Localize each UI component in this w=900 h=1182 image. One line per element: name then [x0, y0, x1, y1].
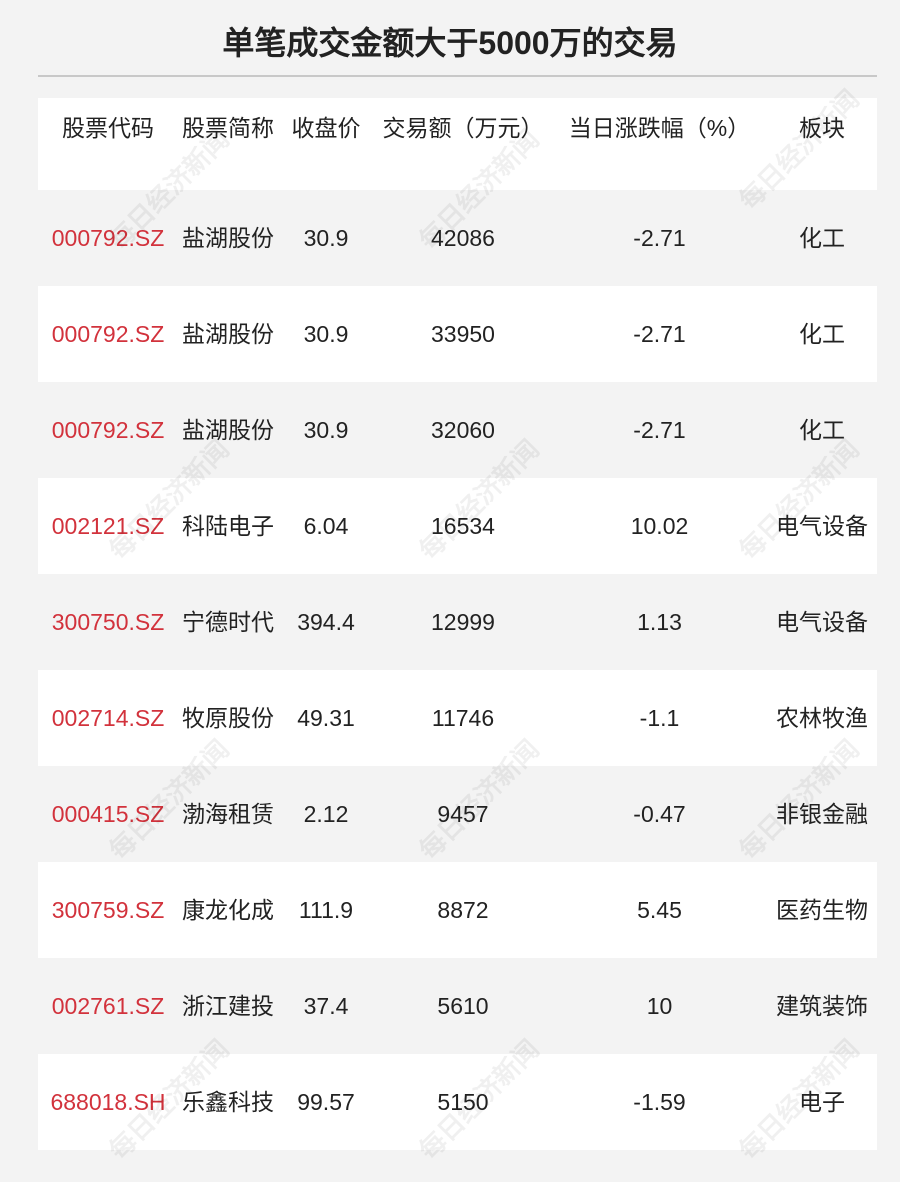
- table-row: 000792.SZ 盐湖股份 30.9 32060 -2.71 化工: [38, 382, 877, 478]
- table-cell: 1.13: [637, 608, 682, 635]
- table-cell: 2.12: [303, 800, 349, 827]
- table-cell: 30.9: [303, 320, 349, 347]
- table-row: 000792.SZ 盐湖股份 30.9 42086 -2.71 化工: [38, 190, 877, 286]
- table-row: 300750.SZ 宁德时代 394.4 12999 1.13 电气设备: [38, 574, 877, 670]
- stock-code: 002714.SZ: [51, 704, 165, 731]
- table-cell: 12999: [431, 608, 495, 635]
- header-cell: 当日涨跌幅（%）: [568, 115, 751, 141]
- header-cell: 股票简称: [182, 115, 274, 141]
- table-cell: 5150: [437, 1088, 489, 1115]
- table-cell: 盐湖股份: [182, 224, 274, 251]
- table-cell: 30.9: [303, 416, 349, 443]
- table-row: 000415.SZ 渤海租赁 2.12 9457 -0.47 非银金融: [38, 766, 877, 862]
- stock-code: 000415.SZ: [51, 800, 165, 827]
- table-cell: 37.4: [303, 992, 349, 1019]
- table-cell: 电子: [799, 1088, 845, 1115]
- header-row: 股票代码 股票简称 收盘价 交易额（万元） 当日涨跌幅（%） 板块: [38, 98, 877, 190]
- table-cell: 盐湖股份: [182, 416, 274, 443]
- table-cell: -1.1: [639, 704, 680, 731]
- table-cell: 化工: [799, 416, 845, 443]
- table-cell: 康龙化成: [182, 896, 274, 923]
- table-cell: 8872: [437, 896, 489, 923]
- table-cell: 化工: [799, 224, 845, 251]
- table-cell: 5610: [437, 992, 489, 1019]
- table-cell: -2.71: [633, 320, 686, 347]
- header-cell: 收盘价: [291, 115, 361, 141]
- table-row: 000792.SZ 盐湖股份 30.9 33950 -2.71 化工: [38, 286, 877, 382]
- table-cell: 30.9: [303, 224, 349, 251]
- table-cell: 建筑装饰: [776, 992, 868, 1019]
- stock-code: 300750.SZ: [51, 608, 165, 635]
- table-row: 688018.SH 乐鑫科技 99.57 5150 -1.59 电子: [38, 1054, 877, 1150]
- table-cell: -2.71: [633, 224, 686, 251]
- stock-code: 300759.SZ: [51, 896, 165, 923]
- table-cell: 科陆电子: [182, 512, 274, 539]
- table-cell: 49.31: [297, 704, 355, 731]
- table-cell: -2.71: [633, 416, 686, 443]
- header-cell: 股票代码: [62, 115, 154, 141]
- table-row: 002761.SZ 浙江建投 37.4 5610 10 建筑装饰: [38, 958, 877, 1054]
- table-cell: 非银金融: [776, 800, 868, 827]
- table-cell: 电气设备: [776, 608, 868, 635]
- table-cell: 42086: [431, 224, 495, 251]
- table-cell: 盐湖股份: [182, 320, 274, 347]
- table-cell: 医药生物: [776, 896, 868, 923]
- table-cell: 394.4: [297, 608, 355, 635]
- table-cell: -0.47: [633, 800, 686, 827]
- table-cell: 牧原股份: [182, 704, 274, 731]
- table-cell: 6.04: [303, 512, 349, 539]
- table-cell: 浙江建投: [182, 992, 274, 1019]
- table-cell: 乐鑫科技: [182, 1088, 274, 1115]
- table-cell: 10: [646, 992, 673, 1019]
- table-row: 300759.SZ 康龙化成 111.9 8872 5.45 医药生物: [38, 862, 877, 958]
- table-row: 002714.SZ 牧原股份 49.31 11746 -1.1 农林牧渔: [38, 670, 877, 766]
- table-cell: 5.45: [637, 896, 682, 923]
- table-cell: 农林牧渔: [776, 704, 868, 731]
- data-table: 股票代码 股票简称 收盘价 交易额（万元） 当日涨跌幅（%） 板块 000792.SZ 盐湖…: [38, 98, 877, 1150]
- table-cell: 渤海租赁: [182, 800, 274, 827]
- table-cell: -1.59: [633, 1088, 686, 1115]
- table-cell: 化工: [799, 320, 845, 347]
- table-cell: 宁德时代: [182, 608, 274, 635]
- stock-code: 002121.SZ: [51, 512, 165, 539]
- stock-code: 688018.SH: [50, 1088, 166, 1115]
- stock-code: 000792.SZ: [51, 320, 165, 347]
- table-cell: 99.57: [297, 1088, 355, 1115]
- title: 单笔成交金额大于5000万的交易: [222, 25, 678, 61]
- table-cell: 16534: [431, 512, 495, 539]
- header-cell: 交易额（万元）: [382, 115, 544, 141]
- table-cell: 9457: [437, 800, 489, 827]
- table-cell: 33950: [431, 320, 495, 347]
- header-cell: 板块: [799, 115, 845, 141]
- table-cell: 32060: [431, 416, 495, 443]
- table-cell: 11746: [431, 704, 495, 731]
- table-row: 002121.SZ 科陆电子 6.04 16534 10.02 电气设备: [38, 478, 877, 574]
- stock-code: 002761.SZ: [51, 992, 165, 1019]
- divider: [38, 75, 877, 77]
- table-cell: 10.02: [630, 512, 689, 539]
- table-body: 000792.SZ 盐湖股份 30.9 42086 -2.71 化工 000792.SZ 盐湖…: [38, 190, 877, 1150]
- stock-code: 000792.SZ: [51, 224, 165, 251]
- table-header: 股票代码 股票简称 收盘价 交易额（万元） 当日涨跌幅（%） 板块: [38, 98, 877, 190]
- table-cell: 电气设备: [776, 512, 868, 539]
- table-cell: 111.9: [298, 896, 354, 923]
- stock-code: 000792.SZ: [51, 416, 165, 443]
